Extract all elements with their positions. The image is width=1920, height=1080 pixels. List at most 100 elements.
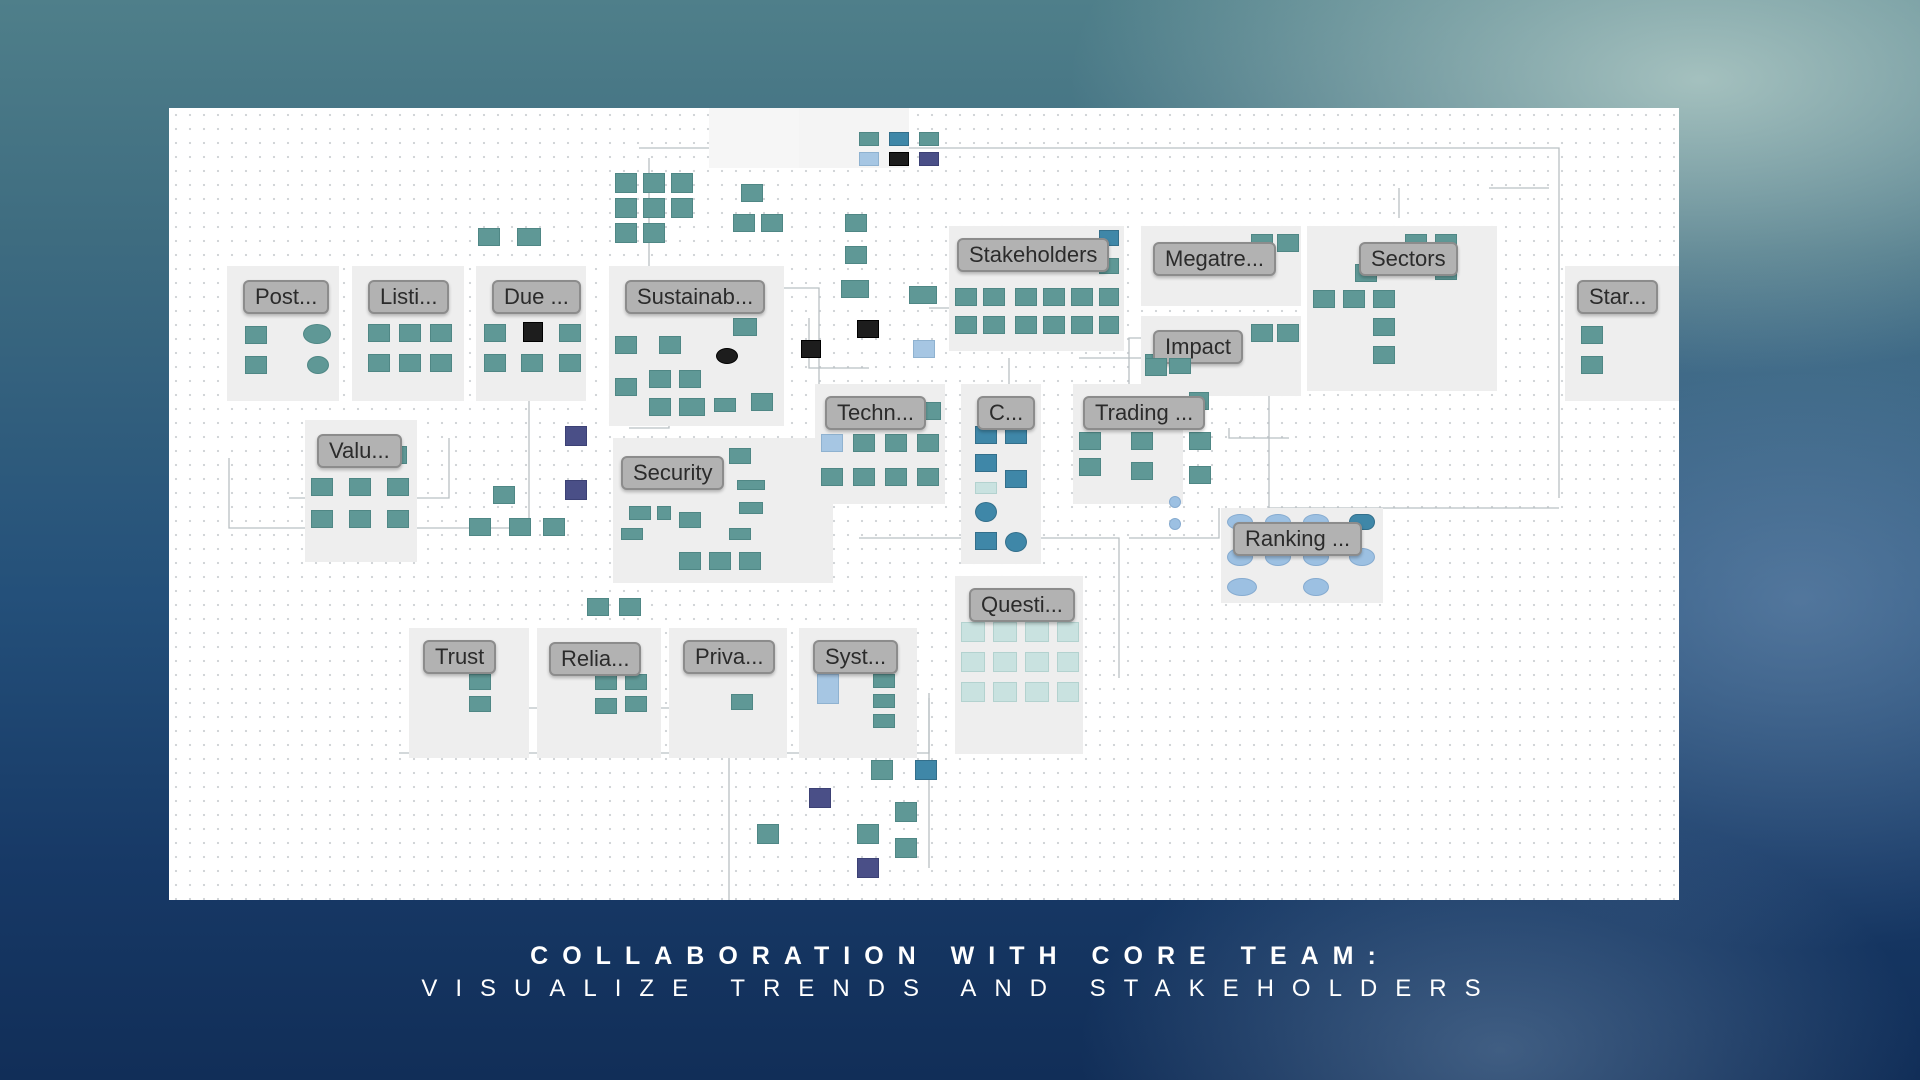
node-tile[interactable] [615,198,637,218]
group-label-posts[interactable]: Post... [243,280,330,314]
node-tile[interactable] [729,448,751,464]
node-circle-dark[interactable] [716,348,738,364]
node-tile[interactable] [895,838,917,858]
node-tile-navy[interactable] [565,426,587,446]
node-tile[interactable] [643,173,665,193]
node-tile[interactable] [1145,358,1167,376]
node-tile[interactable] [679,398,705,416]
node-tile[interactable] [871,760,893,780]
node-tile[interactable] [845,246,867,264]
node-tile[interactable] [761,214,783,232]
node-tile[interactable] [873,694,895,708]
node-tile[interactable] [399,324,421,342]
node-tile[interactable] [909,286,937,304]
node-tile[interactable] [1043,316,1065,334]
node-tile[interactable] [509,518,531,536]
node-tile[interactable] [643,198,665,218]
node-tile[interactable] [1131,432,1153,450]
node-tile[interactable] [1373,318,1395,336]
node-tile-pale[interactable] [1025,652,1049,672]
group-label-c[interactable]: C... [977,396,1036,430]
node-tile-pale[interactable] [1025,682,1049,702]
node-tile[interactable] [615,378,637,396]
node-tile-light[interactable] [913,340,935,358]
node-tile[interactable] [1189,466,1211,484]
node-tile[interactable] [873,714,895,728]
node-tile-blue[interactable] [975,532,997,550]
node-tile[interactable] [615,223,637,243]
node-tile[interactable] [368,324,390,342]
node-tile[interactable] [484,354,506,372]
node-tile[interactable] [709,552,731,570]
node-tile[interactable] [387,510,409,528]
node-tile[interactable] [679,512,701,528]
group-label-sustainability[interactable]: Sustainab... [625,280,766,314]
node-tile[interactable] [679,552,701,570]
node-tile-pale[interactable] [975,482,997,494]
group-label-listings[interactable]: Listi... [368,280,450,314]
node-tile[interactable] [731,694,753,710]
node-tile[interactable] [917,434,939,452]
node-tile[interactable] [621,528,643,540]
group-label-security[interactable]: Security [621,456,725,490]
node-tile-pale[interactable] [1057,622,1079,642]
node-tile[interactable] [469,696,491,712]
node-tile[interactable] [733,318,757,336]
node-tile[interactable] [1277,324,1299,342]
node-dot[interactable] [1169,496,1181,508]
node-tile[interactable] [1189,432,1211,450]
node-tile-dark[interactable] [801,340,821,358]
node-tile[interactable] [741,184,763,202]
node-tile[interactable] [625,674,647,690]
node-tile[interactable] [245,356,267,374]
node-tile-pale[interactable] [993,682,1017,702]
node-tile-pale[interactable] [961,652,985,672]
node-tile[interactable] [983,288,1005,306]
node-tile-pale[interactable] [961,682,985,702]
node-tile[interactable] [559,354,581,372]
node-tile[interactable] [671,173,693,193]
node-tile[interactable] [821,468,843,486]
group-label-trading[interactable]: Trading ... [1083,396,1206,430]
node-tile[interactable] [1581,326,1603,344]
node-tile-blue[interactable] [1005,470,1027,488]
group-label-systems[interactable]: Syst... [813,640,899,674]
group-label-impact[interactable]: Impact [1153,330,1244,364]
node-tile-dark[interactable] [523,322,543,342]
node-tile[interactable] [619,598,641,616]
node-tile[interactable] [737,480,765,490]
node-tile[interactable] [1251,324,1273,342]
node-tile[interactable] [349,478,371,496]
group-label-stakeholders[interactable]: Stakeholders [957,238,1110,272]
node-tile[interactable] [615,173,637,193]
node-tile[interactable] [245,326,267,344]
node-tile[interactable] [1079,432,1101,450]
group-label-due[interactable]: Due ... [492,280,581,314]
node-tile[interactable] [1131,462,1153,480]
node-tile[interactable] [1169,358,1191,374]
group-label-trust[interactable]: Trust [423,640,497,674]
node-tile[interactable] [853,434,875,452]
node-tile[interactable] [1099,316,1119,334]
node-tile[interactable] [521,354,543,372]
node-tile[interactable] [311,478,333,496]
node-tile[interactable] [1015,288,1037,306]
node-tile[interactable] [841,280,869,298]
node-tile[interactable] [857,824,879,844]
node-tile[interactable] [517,228,541,246]
group-label-startups[interactable]: Star... [1577,280,1659,314]
node-tile[interactable] [1079,458,1101,476]
node-tile-pale[interactable] [961,622,985,642]
node-tile[interactable] [368,354,390,372]
node-tile[interactable] [917,468,939,486]
node-tile[interactable] [739,552,761,570]
node-tile[interactable] [733,214,755,232]
node-tile[interactable] [478,228,500,246]
group-label-megatrends[interactable]: Megatre... [1153,242,1277,276]
node-tile[interactable] [311,510,333,528]
node-tile[interactable] [543,518,565,536]
node-tile[interactable] [1373,346,1395,364]
node-tile[interactable] [885,468,907,486]
node-tile[interactable] [679,370,701,388]
node-tile[interactable] [955,316,977,334]
